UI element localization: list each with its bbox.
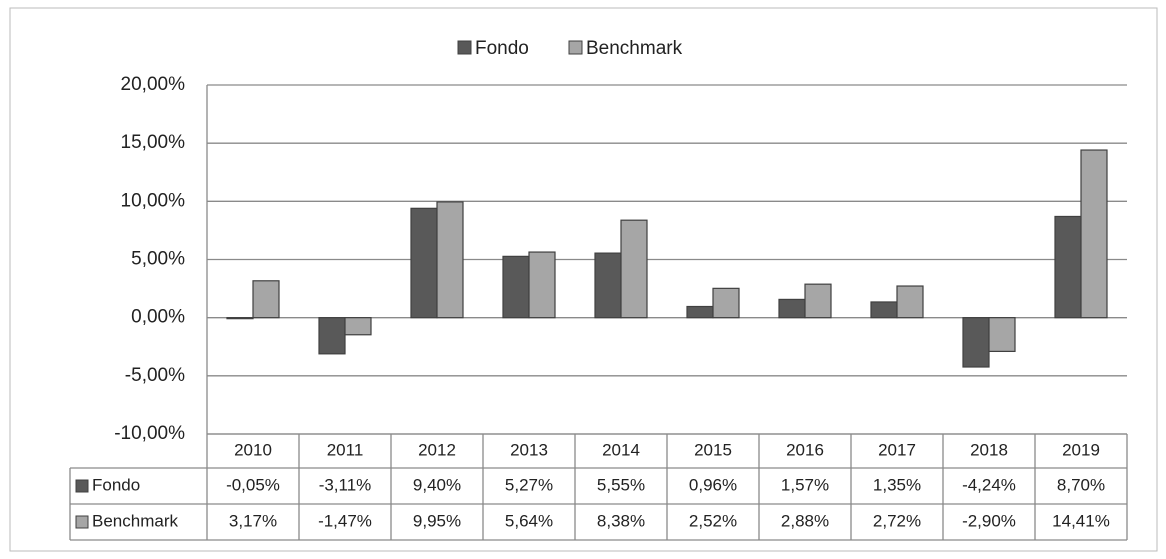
legend-label: Benchmark (586, 38, 683, 59)
bar (226, 317, 254, 320)
table-value: 14,41% (1052, 511, 1110, 530)
table-value: -2,90% (962, 511, 1016, 530)
x-tick-label: 2015 (694, 440, 732, 459)
y-tick-label: -10,00% (114, 423, 185, 444)
bar (988, 317, 1016, 353)
y-tick-label: 0,00% (131, 307, 185, 328)
x-tick-label: 2011 (327, 440, 364, 459)
table-value: 9,95% (413, 511, 461, 530)
bar (686, 305, 714, 319)
bar (252, 280, 280, 319)
y-tick-label: 5,00% (131, 249, 185, 270)
table-value: 9,40% (413, 475, 461, 494)
table-series-label: Benchmark (92, 511, 178, 530)
bar (896, 285, 924, 319)
x-tick-label: 2014 (602, 440, 640, 459)
table-value: -1,47% (318, 511, 372, 530)
table-legend-swatch (75, 479, 89, 493)
bar (594, 252, 622, 319)
x-tick-label: 2013 (510, 440, 548, 459)
bar (620, 219, 648, 319)
legend-swatch (457, 40, 472, 55)
y-tick-label: 10,00% (121, 190, 186, 211)
table-value: 0,96% (689, 475, 737, 494)
x-tick-label: 2012 (418, 440, 456, 459)
table-value: 5,55% (597, 475, 645, 494)
x-tick-label: 2018 (970, 440, 1008, 459)
x-tick-label: 2019 (1062, 440, 1100, 459)
legend-label: Fondo (475, 38, 529, 59)
table-value: -0,05% (226, 475, 280, 494)
bar (804, 283, 832, 319)
y-tick-label: 20,00% (121, 74, 186, 95)
x-tick-label: 2017 (878, 440, 916, 459)
table-value: 1,57% (781, 475, 829, 494)
x-tick-label: 2016 (786, 440, 824, 459)
bar (528, 251, 556, 319)
table-value: 5,64% (505, 511, 553, 530)
bar (962, 317, 990, 368)
table-series-label: Fondo (92, 475, 140, 494)
table-value: -3,11% (319, 475, 372, 494)
table-legend-swatch (75, 515, 89, 529)
y-tick-label: 15,00% (121, 132, 186, 153)
table-value: 8,70% (1057, 475, 1105, 494)
bar (410, 207, 438, 319)
bar (1054, 215, 1082, 319)
bar (870, 301, 898, 319)
table-value: 5,27% (505, 475, 553, 494)
table-value: -4,24% (962, 475, 1016, 494)
bar (318, 317, 346, 355)
bar (778, 298, 806, 319)
bar (712, 287, 740, 319)
table-value: 3,17% (229, 511, 277, 530)
bar (502, 255, 530, 319)
table-value: 2,52% (689, 511, 737, 530)
bar (1080, 149, 1108, 319)
legend-swatch (568, 40, 583, 55)
bar (436, 201, 464, 319)
table-value: 2,88% (781, 511, 829, 530)
bar (344, 317, 372, 336)
y-tick-label: -5,00% (125, 365, 185, 386)
chart-frame (9, 7, 1158, 552)
table-value: 1,35% (873, 475, 921, 494)
table-value: 2,72% (873, 511, 921, 530)
x-tick-label: 2010 (234, 440, 272, 459)
table-value: 8,38% (597, 511, 645, 530)
